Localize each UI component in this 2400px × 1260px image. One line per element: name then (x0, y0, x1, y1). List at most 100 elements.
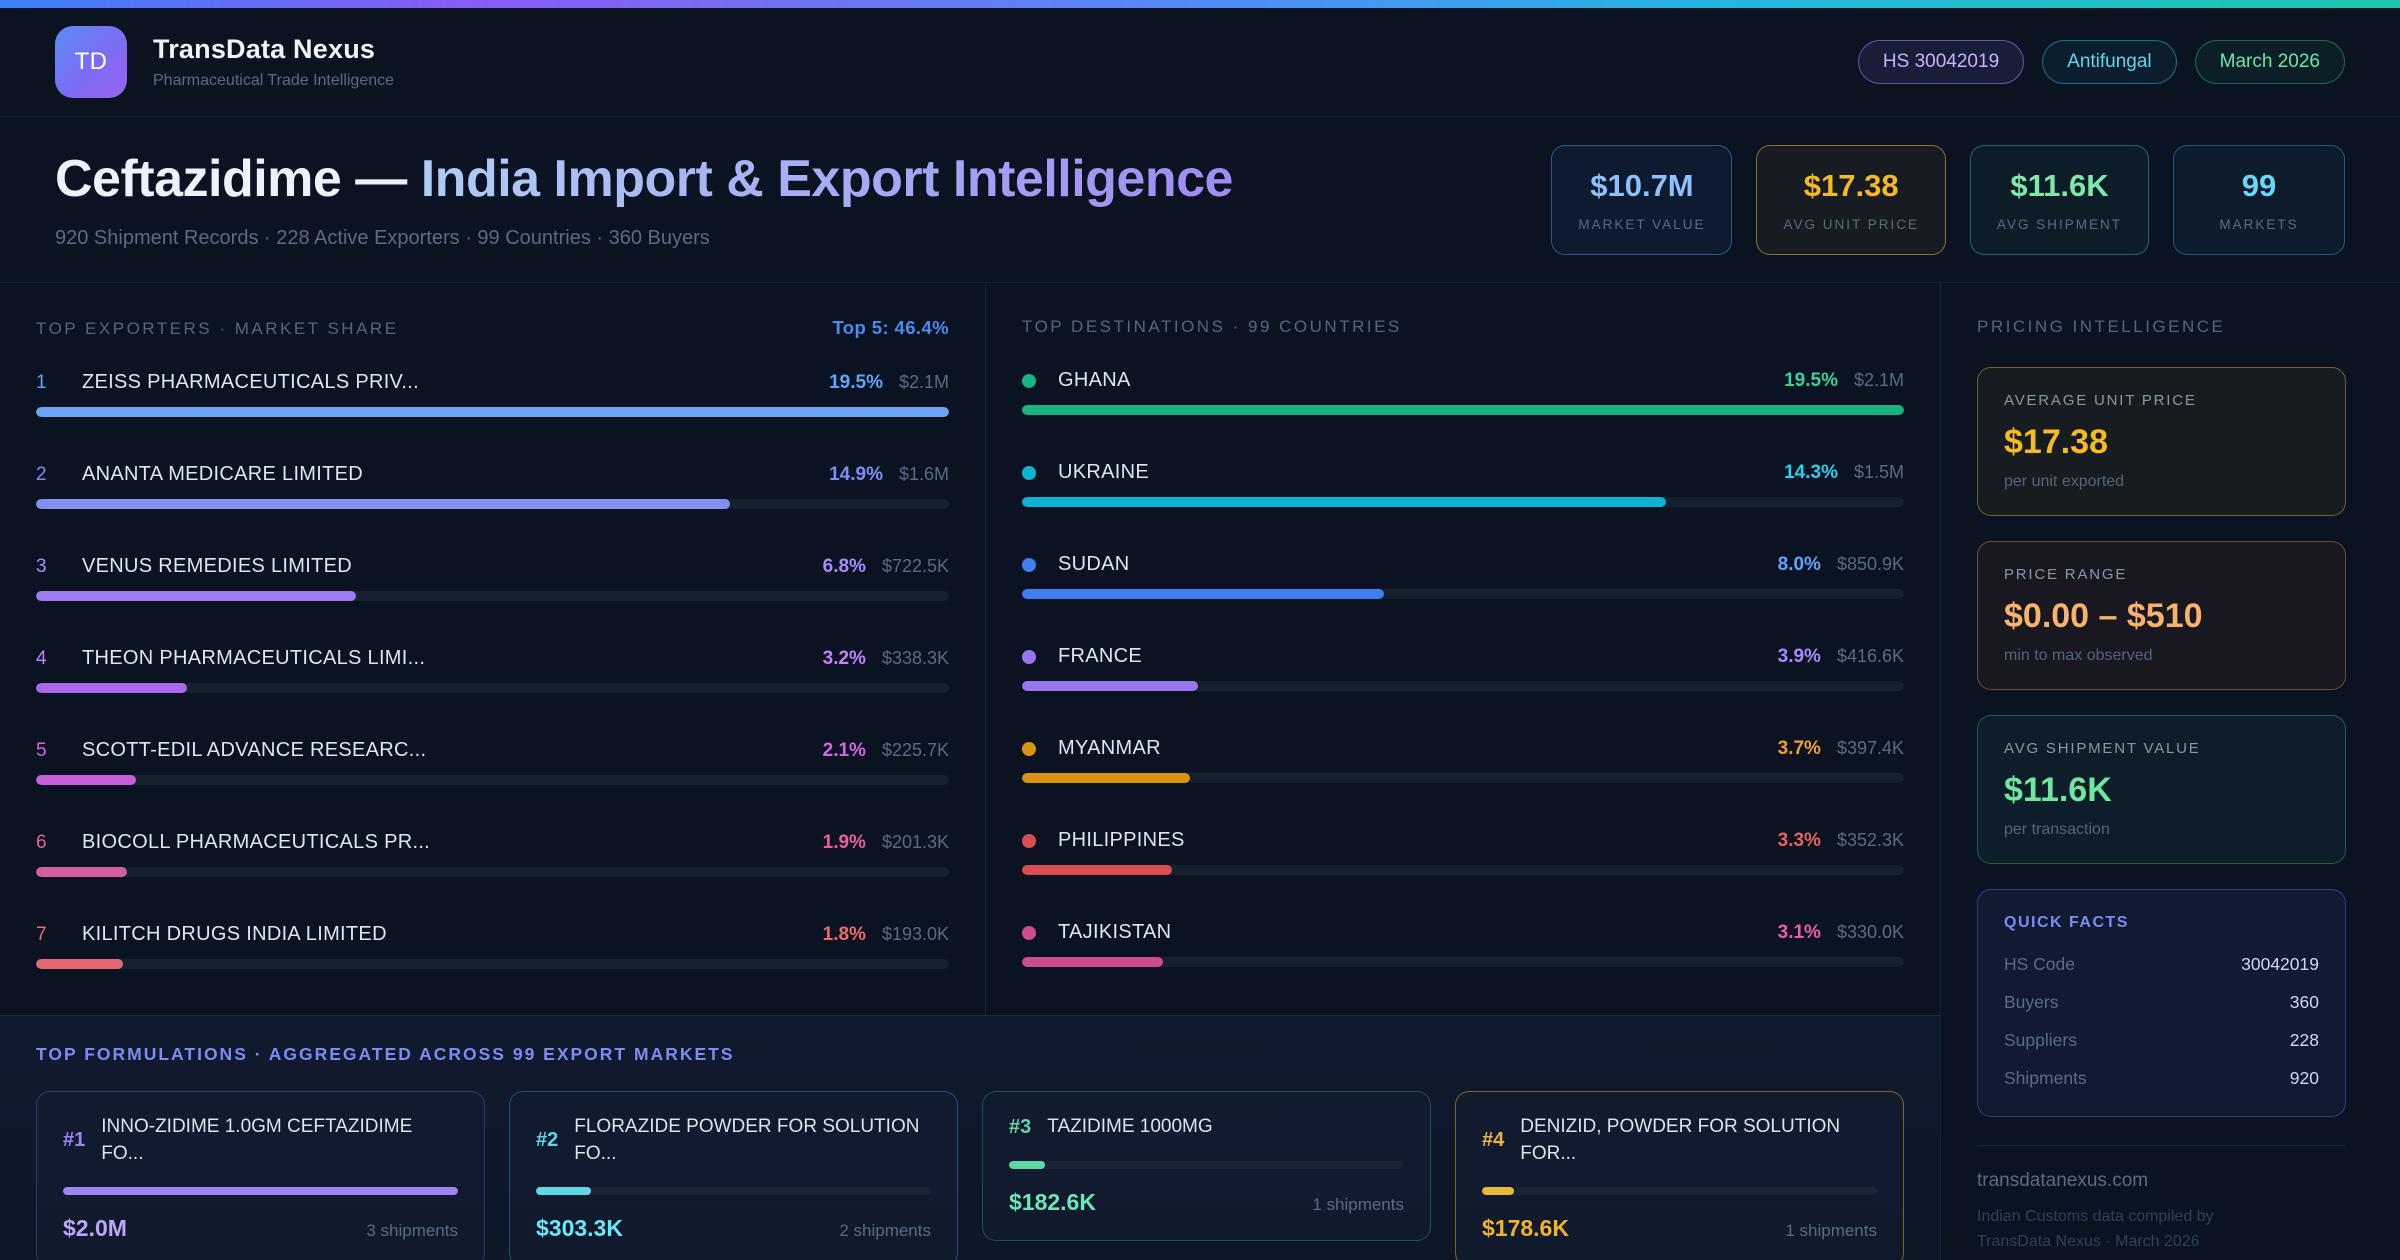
destination-row-line: TAJIKISTAN 3.1% $330.0K (1022, 921, 1904, 944)
formulation-card-top: #1 INNO-ZIDIME 1.0GM CEFTAZIDIME FO... (63, 1114, 458, 1167)
formulation-shipments: 1 shipments (1312, 1194, 1404, 1214)
bar-fill (1482, 1187, 1514, 1196)
destination-row[interactable]: FRANCE 3.9% $416.6K (1022, 645, 1904, 691)
stat-value: 99 (2241, 167, 2277, 203)
exporter-row[interactable]: 1 ZEISS PHARMACEUTICALS PRIV... 19.5% $2… (36, 371, 949, 417)
country-value: $416.6K (1836, 646, 1904, 666)
formulations-heading: TOP FORMULATIONS · AGGREGATED ACROSS 99 … (36, 1044, 735, 1064)
country-name: FRANCE (1058, 645, 1143, 667)
exporter-rank: 2 (36, 463, 47, 485)
top-accent-bar (0, 0, 2400, 8)
sidebar-footer: transdatanexus.com Indian Customs data c… (1977, 1145, 2346, 1255)
pricing-sidebar: PRICING INTELLIGENCE AVERAGE UNIT PRICE … (1940, 283, 2400, 1260)
destination-row-line: PHILIPPINES 3.3% $352.3K (1022, 829, 1904, 852)
bar-fill (536, 1187, 592, 1196)
exporter-share-pct: 1.9% (822, 831, 866, 853)
brand-tagline: Pharmaceutical Trade Intelligence (153, 72, 395, 89)
website-link[interactable]: transdatanexus.com (1977, 1170, 2149, 1191)
page-title-product: Ceftazidime — (55, 150, 421, 208)
formulation-card-bottom: $2.0M 3 shipments (63, 1215, 458, 1242)
exporter-row[interactable]: 6 BIOCOLL PHARMACEUTICALS PR... 1.9% $20… (36, 831, 949, 877)
formulation-card[interactable]: #4 DENIZID, POWDER FOR SOLUTION FOR... $… (1455, 1091, 1904, 1260)
country-share-pct: 3.9% (1777, 645, 1821, 667)
destination-row-line: SUDAN 8.0% $850.9K (1022, 553, 1904, 576)
quick-fact-label: HS Code (2004, 954, 2076, 974)
exporters-heading: TOP EXPORTERS · MARKET SHARE (36, 319, 399, 338)
destinations-list: GHANA 19.5% $2.1M UKRAINE 14.3% $1.5M SU… (1022, 369, 1904, 967)
quick-fact-value: 920 (2289, 1068, 2319, 1088)
formulation-card[interactable]: #2 FLORAZIDE POWDER FOR SOLUTION FO... $… (509, 1091, 958, 1260)
pricing-heading: PRICING INTELLIGENCE (1977, 317, 2226, 336)
formulation-value: $2.0M (63, 1215, 127, 1242)
exporter-row[interactable]: 4 THEON PHARMACEUTICALS LIMI... 3.2% $33… (36, 647, 949, 693)
hero-text: Ceftazidime — India Import & Export Inte… (55, 149, 1233, 250)
chart-columns: TOP EXPORTERS · MARKET SHARE Top 5: 46.4… (0, 283, 1940, 1015)
exporter-row-line: 7 KILITCH DRUGS INDIA LIMITED 1.8% $193.… (36, 923, 949, 946)
destination-row[interactable]: MYANMAR 3.7% $397.4K (1022, 737, 1904, 783)
quick-facts-card: QUICK FACTS HS Code 30042019 Buyers 360 … (1977, 889, 2346, 1117)
header-badge[interactable]: HS 30042019 (1857, 40, 2025, 84)
exporter-row[interactable]: 2 ANANTA MEDICARE LIMITED 14.9% $1.6M (36, 463, 949, 509)
stat-cards: $10.7M MARKET VALUE $17.38 AVG UNIT PRIC… (1551, 144, 2345, 255)
brand-logo-icon: TD (55, 26, 127, 98)
quick-fact-row: HS Code 30042019 (2004, 954, 2319, 975)
exporter-row-line: 1 ZEISS PHARMACEUTICALS PRIV... 19.5% $2… (36, 371, 949, 394)
bar-track (1022, 405, 1904, 415)
header-badge[interactable]: Antifungal (2042, 40, 2177, 84)
quick-facts-rows: HS Code 30042019 Buyers 360 Suppliers 22… (2004, 954, 2319, 1089)
bar-fill (1022, 497, 1666, 507)
formulation-card[interactable]: #1 INNO-ZIDIME 1.0GM CEFTAZIDIME FO... $… (36, 1091, 485, 1260)
formulation-rank: #3 (1009, 1115, 1032, 1138)
stat-value: $11.6K (2010, 167, 2109, 203)
stat-value: $10.7M (1590, 167, 1694, 203)
exporter-row-line: 4 THEON PHARMACEUTICALS LIMI... 3.2% $33… (36, 647, 949, 670)
exporter-name: SCOTT-EDIL ADVANCE RESEARC... (82, 739, 427, 761)
header-badge[interactable]: March 2026 (2194, 40, 2345, 84)
country-share-pct: 19.5% (1784, 369, 1838, 391)
destination-row[interactable]: SUDAN 8.0% $850.9K (1022, 553, 1904, 599)
stat-value: $17.38 (1803, 167, 1899, 203)
exporter-row-line: 6 BIOCOLL PHARMACEUTICALS PR... 1.9% $20… (36, 831, 949, 854)
stat-card: $17.38 AVG UNIT PRICE (1756, 144, 1946, 255)
bar-fill (1022, 957, 1164, 967)
exporter-share-pct: 2.1% (822, 739, 866, 761)
bar-fill (1022, 405, 1904, 415)
country-value: $330.0K (1836, 922, 1904, 942)
country-name: PHILIPPINES (1058, 829, 1185, 851)
destination-row[interactable]: UKRAINE 14.3% $1.5M (1022, 461, 1904, 507)
formulation-shipments: 3 shipments (366, 1221, 458, 1241)
formulation-card-top: #4 DENIZID, POWDER FOR SOLUTION FOR... (1482, 1114, 1877, 1167)
bar-fill (36, 867, 128, 877)
country-dot-icon (1022, 557, 1036, 572)
bar-fill (63, 1187, 458, 1196)
exporter-rank: 1 (36, 371, 47, 393)
destination-row[interactable]: GHANA 19.5% $2.1M (1022, 369, 1904, 415)
exporter-share-pct: 6.8% (822, 555, 866, 577)
bar-track (1482, 1187, 1877, 1196)
bar-fill (1022, 865, 1172, 875)
exporter-row[interactable]: 5 SCOTT-EDIL ADVANCE RESEARC... 2.1% $22… (36, 739, 949, 785)
destination-row[interactable]: PHILIPPINES 3.3% $352.3K (1022, 829, 1904, 875)
exporter-row-line: 5 SCOTT-EDIL ADVANCE RESEARC... 2.1% $22… (36, 739, 949, 762)
destination-row-line: MYANMAR 3.7% $397.4K (1022, 737, 1904, 760)
quick-fact-label: Suppliers (2004, 1030, 2077, 1050)
destination-row[interactable]: TAJIKISTAN 3.1% $330.0K (1022, 921, 1904, 967)
exporter-share-pct: 14.9% (829, 463, 883, 485)
exporter-row-line: 2 ANANTA MEDICARE LIMITED 14.9% $1.6M (36, 463, 949, 486)
exporter-row[interactable]: 7 KILITCH DRUGS INDIA LIMITED 1.8% $193.… (36, 923, 949, 969)
country-dot-icon (1022, 833, 1036, 848)
formulation-rank: #4 (1482, 1129, 1505, 1152)
exporters-header: TOP EXPORTERS · MARKET SHARE Top 5: 46.4… (36, 317, 949, 339)
pricing-card-sub: per transaction (2004, 821, 2110, 838)
pricing-card-sub: per unit exported (2004, 473, 2125, 490)
exporter-row[interactable]: 3 VENUS REMEDIES LIMITED 6.8% $722.5K (36, 555, 949, 601)
country-name: SUDAN (1058, 553, 1130, 575)
pricing-card-value: $0.00 – $510 (2004, 597, 2203, 635)
country-name: TAJIKISTAN (1058, 921, 1172, 943)
formulation-card-top: #3 TAZIDIME 1000MG (1009, 1114, 1404, 1141)
exporter-value: $2.1M (898, 372, 949, 392)
stat-label: AVG UNIT PRICE (1783, 216, 1919, 232)
bar-track (1022, 773, 1904, 783)
formulation-card[interactable]: #3 TAZIDIME 1000MG $182.6K 1 shipments (982, 1091, 1431, 1241)
pricing-card-value: $11.6K (2004, 771, 2112, 809)
